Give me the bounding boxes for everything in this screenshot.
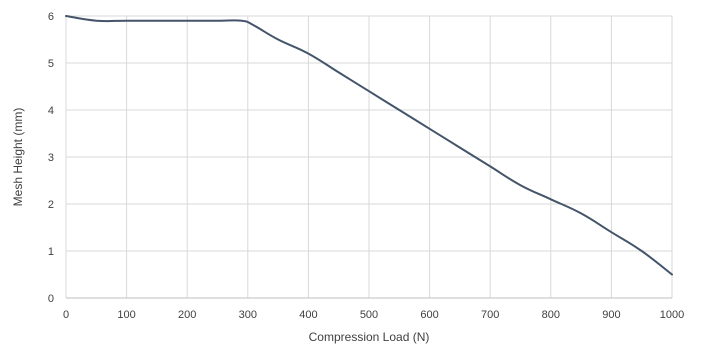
labels: Compression Load (N) Mesh Height (mm) 0 1… xyxy=(11,11,684,344)
y-tick-label: 6 xyxy=(48,11,54,23)
x-tick-label: 400 xyxy=(299,309,317,321)
y-tick-label: 5 xyxy=(48,58,54,70)
x-tick-label: 500 xyxy=(360,309,378,321)
x-tick-label: 200 xyxy=(178,309,196,321)
x-tick-label: 600 xyxy=(420,309,438,321)
x-axis-title: Compression Load (N) xyxy=(309,330,430,344)
x-tick-label: 1000 xyxy=(660,309,684,321)
x-tick-label: 700 xyxy=(481,309,499,321)
y-tick-label: 2 xyxy=(48,199,54,211)
series-layer xyxy=(65,15,673,276)
x-tick-label: 300 xyxy=(239,309,257,321)
y-tick-label: 0 xyxy=(48,293,54,305)
y-axis-title: Mesh Height (mm) xyxy=(11,108,25,207)
x-tick-label: 0 xyxy=(63,309,69,321)
x-tick-label: 800 xyxy=(542,309,560,321)
x-tick-label: 900 xyxy=(602,309,620,321)
series-line xyxy=(65,15,673,276)
gridlines xyxy=(65,15,673,298)
y-tick-label: 3 xyxy=(48,152,54,164)
y-tick-label: 1 xyxy=(48,246,54,258)
x-tick-label: 100 xyxy=(117,309,135,321)
y-tick-label: 4 xyxy=(48,105,54,117)
